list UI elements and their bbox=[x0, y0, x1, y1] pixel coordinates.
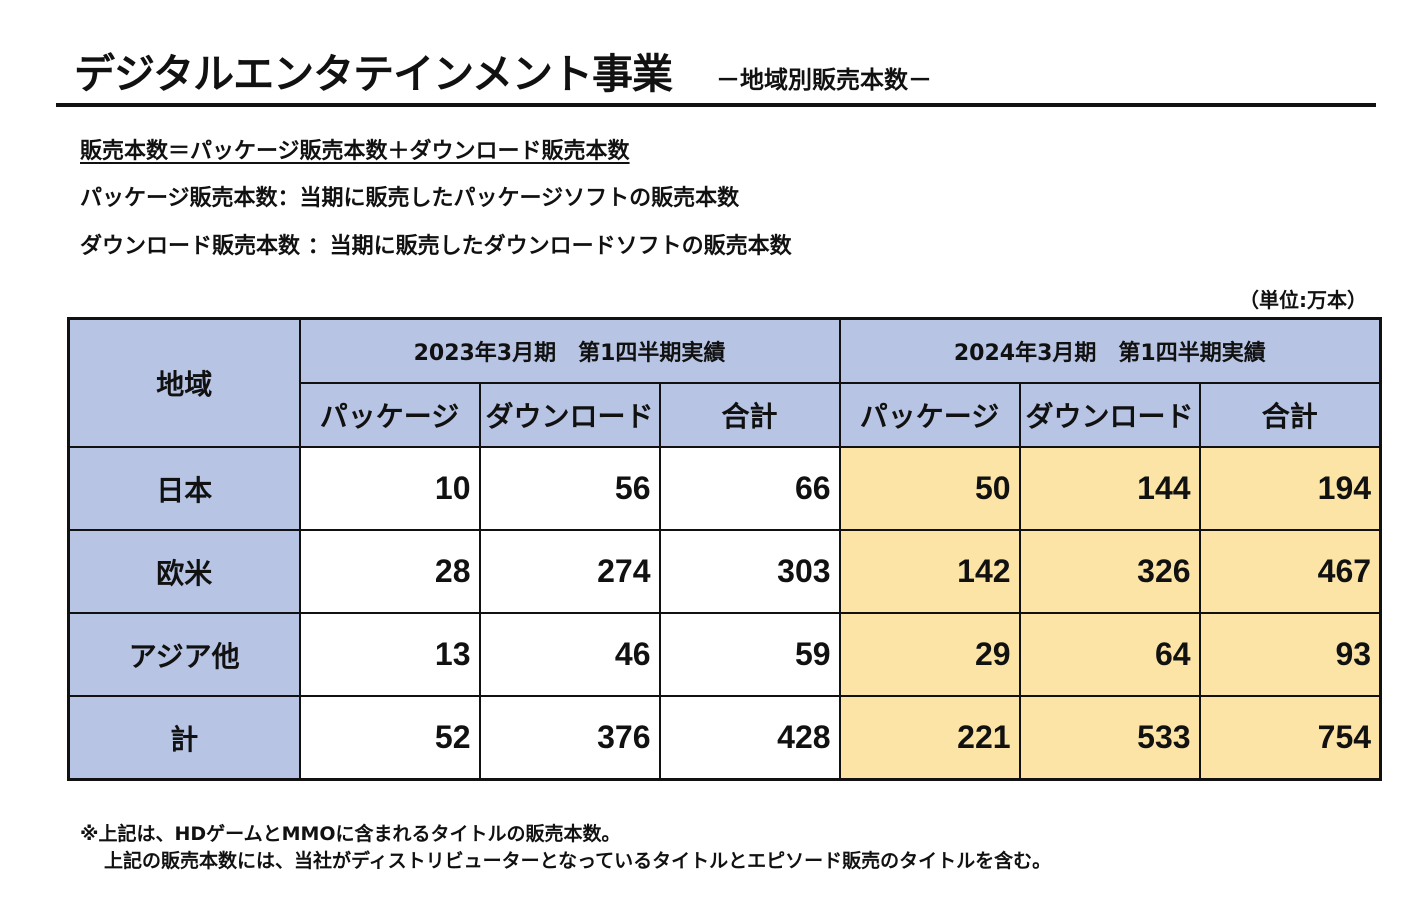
table-cell: 428 bbox=[658, 695, 841, 781]
table-cell: 59 bbox=[658, 612, 841, 697]
table-cell: 64 bbox=[1018, 612, 1201, 697]
table-cell: 93 bbox=[1198, 612, 1382, 697]
table-row: アジア他 13 46 59 29 64 93 bbox=[67, 612, 1382, 697]
region-label: アジア他 bbox=[67, 612, 301, 697]
region-label: 計 bbox=[67, 695, 301, 781]
region-column-header: 地域 bbox=[67, 317, 301, 448]
period-header-fy2024: 2024年3月期 第1四半期実績 bbox=[838, 317, 1382, 384]
table-cell: 467 bbox=[1198, 529, 1382, 614]
regional-sales-table: 地域 2023年3月期 第1四半期実績 2024年3月期 第1四半期実績 パッケ… bbox=[67, 317, 1383, 781]
table-cell: 66 bbox=[658, 446, 841, 531]
table-cell: 144 bbox=[1018, 446, 1201, 531]
subheader-download: ダウンロード bbox=[1018, 382, 1201, 448]
page-subtitle: －地域別販売本数－ bbox=[716, 66, 932, 94]
page-title: デジタルエンタテインメント事業 bbox=[74, 50, 673, 98]
table-cell: 221 bbox=[838, 695, 1021, 781]
table-cell: 29 bbox=[838, 612, 1021, 697]
definition-download: ダウンロード販売本数 ：当期に販売したダウンロードソフトの販売本数 bbox=[80, 234, 792, 259]
period-header-row: 地域 2023年3月期 第1四半期実績 2024年3月期 第1四半期実績 bbox=[67, 317, 1382, 448]
footnote: 上記の販売本数には、当社がディストリビューターとなっているタイトルとエピソード販… bbox=[104, 850, 1052, 872]
subheader-total: 合計 bbox=[658, 382, 841, 448]
table-cell: 10 bbox=[298, 446, 481, 531]
table-cell: 194 bbox=[1198, 446, 1382, 531]
footnote: ※上記は、HDゲームとMMOに含まれるタイトルの販売本数。 bbox=[80, 823, 621, 845]
region-label: 日本 bbox=[67, 446, 301, 531]
table-cell: 142 bbox=[838, 529, 1021, 614]
subheader-download: ダウンロード bbox=[478, 382, 661, 448]
table-row: 日本 10 56 66 50 144 194 bbox=[67, 446, 1382, 531]
subheader-row: パッケージ ダウンロード 合計 パッケージ ダウンロード 合計 bbox=[69, 382, 1382, 448]
table-cell: 326 bbox=[1018, 529, 1201, 614]
period-header-fy2023: 2023年3月期 第1四半期実績 bbox=[298, 317, 841, 384]
region-label: 欧米 bbox=[67, 529, 301, 614]
table-cell: 28 bbox=[298, 529, 481, 614]
unit-note: （単位:万本） bbox=[1239, 288, 1367, 312]
title-divider bbox=[56, 103, 1376, 107]
table-cell: 52 bbox=[298, 695, 481, 781]
table-row-total: 計 52 376 428 221 533 754 bbox=[67, 695, 1382, 781]
table-cell: 533 bbox=[1018, 695, 1201, 781]
table-cell: 46 bbox=[478, 612, 661, 697]
definition-total: 販売本数＝パッケージ販売本数＋ダウンロード販売本数 bbox=[80, 139, 630, 164]
definition-package: パッケージ販売本数：当期に販売したパッケージソフトの販売本数 bbox=[80, 186, 740, 211]
table-cell: 56 bbox=[478, 446, 661, 531]
table-cell: 50 bbox=[838, 446, 1021, 531]
table-cell: 13 bbox=[298, 612, 481, 697]
subheader-package: パッケージ bbox=[838, 382, 1021, 448]
table-cell: 376 bbox=[478, 695, 661, 781]
table-cell: 274 bbox=[478, 529, 661, 614]
subheader-package: パッケージ bbox=[298, 382, 481, 448]
subheader-total: 合計 bbox=[1198, 382, 1382, 448]
table-cell: 754 bbox=[1198, 695, 1382, 781]
table-row: 欧米 28 274 303 142 326 467 bbox=[67, 529, 1382, 614]
table-cell: 303 bbox=[658, 529, 841, 614]
